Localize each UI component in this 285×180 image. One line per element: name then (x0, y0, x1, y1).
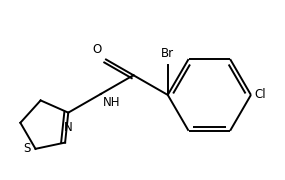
Text: Br: Br (161, 48, 174, 60)
Text: Cl: Cl (254, 88, 266, 101)
Text: S: S (23, 142, 30, 155)
Text: NH: NH (103, 96, 120, 109)
Text: O: O (93, 42, 102, 56)
Text: N: N (64, 121, 73, 134)
